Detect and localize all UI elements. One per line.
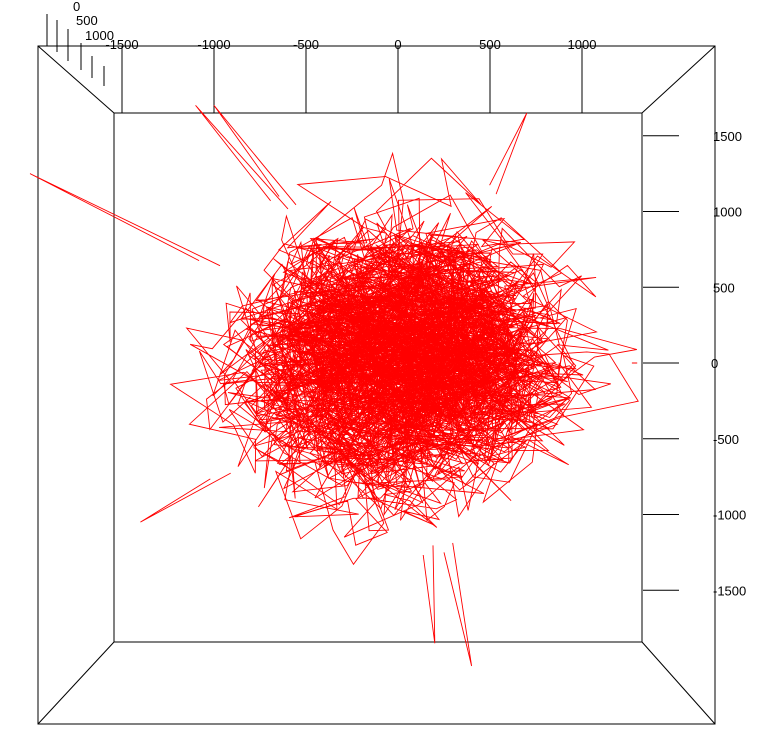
series-path-chunk-2 [222,227,639,532]
outlier-spike-3 [489,112,528,195]
x-tick-label-1: -1000 [197,37,230,52]
outlier-spike-5 [140,472,231,523]
axis-ticks [46,14,679,591]
y-tick-label-4: -500 [713,432,739,447]
outlier-spike-1 [213,105,297,206]
x-tick-label-3: 0 [394,37,401,52]
series-path-chunk-7 [228,157,637,492]
z-tick-label-2: 1000 [85,28,114,43]
x-tick-label-5: 1000 [568,37,597,52]
y-tick-label-2: 500 [713,280,735,295]
plot-box [37,45,716,725]
box-outer-frame [37,45,716,725]
y-tick-label-0: 1500 [713,129,742,144]
x-tick-label-4: 500 [479,37,501,52]
y-tick-label-1: 1000 [713,205,742,220]
box-edge-1 [641,45,716,114]
outlier-spike-6 [422,545,436,644]
box-inner-frame [113,112,643,643]
y-tick-label-6: -1500 [713,583,746,598]
data-series [29,105,639,667]
y-tick-label-3: 0 [711,356,718,371]
box-edge-0 [37,45,115,114]
axis-tick-labels: -1500 -1000 -500 0 500 1000150010005000-500-1… [73,0,746,598]
y-tick-label-5: -1000 [713,508,746,523]
box-edge-3 [641,641,716,725]
outlier-spike-7 [443,542,473,667]
box-edge-2 [37,641,115,725]
outlier-spike-0 [29,173,221,267]
x-tick-label-0: -1500 [105,37,138,52]
z-tick-label-1: 500 [76,13,98,28]
series-path-chunk-8 [212,194,576,499]
x-tick-label-2: -500 [293,37,319,52]
z-tick-label-0: 0 [73,0,80,14]
outlier-spike-2 [195,105,289,210]
